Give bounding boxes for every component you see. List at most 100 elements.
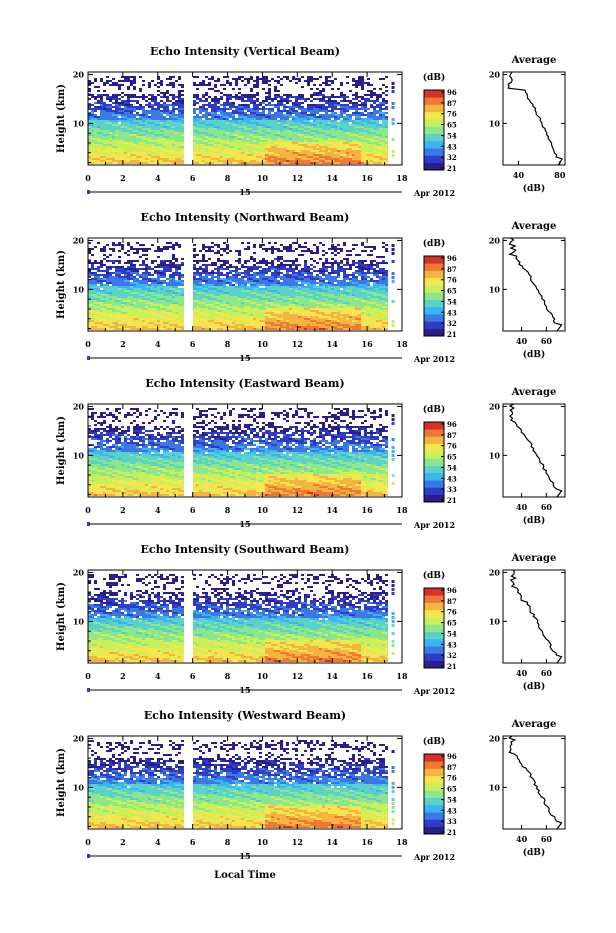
heatmap-cell [253,128,256,130]
heatmap-cell [355,128,358,130]
heatmap-cell [349,118,352,120]
heatmap-cell [193,320,196,322]
heatmap-cell [238,152,241,154]
heatmap-cell [271,156,274,158]
heatmap-cell [205,146,208,148]
heatmap-cell [370,136,373,138]
heatmap-cell [319,138,322,140]
heatmap-cell [121,302,124,304]
heatmap-cell [154,292,157,294]
heatmap-cell [301,120,304,122]
heatmap-cell [112,250,115,252]
heatmap-cell [91,264,94,266]
heatmap-cell [385,158,388,160]
heatmap-cell [355,94,358,96]
heatmap-cell [241,136,244,138]
heatmap-cell [133,134,136,136]
heatmap-cell [148,104,151,106]
heatmap-cell [346,106,349,108]
heatmap-cell [121,132,124,134]
heatmap-cell [202,128,205,130]
heatmap-cell [151,130,154,132]
heatmap-cell [319,146,322,148]
heatmap-cell [193,300,196,302]
heatmap-cell [379,136,382,138]
heatmap-cell [223,128,226,130]
x-tick-label: 0 [85,173,91,183]
heatmap-cell [127,262,130,264]
heatmap-cell [124,126,127,128]
heatmap-cell [130,146,133,148]
heatmap-cell [226,252,229,254]
heatmap-cell [274,160,277,162]
heatmap-cell [367,156,370,158]
heatmap-cell [109,266,112,268]
heatmap-cell [193,290,196,292]
heatmap-cell [220,110,223,112]
heatmap-cell [205,154,208,156]
heatmap-cell [355,124,358,126]
heatmap-cell [163,248,166,250]
heatmap-cell [229,132,232,134]
heatmap-cell [157,288,160,290]
heatmap-cell [136,322,139,324]
heatmap-cell [244,124,247,126]
colorbar-tick-label: 76 [447,110,457,119]
heatmap-cell [244,118,247,120]
heatmap-cell [130,316,133,318]
heatmap-cell [196,326,199,328]
heatmap-cell [316,162,319,164]
heatmap-cell [226,104,229,106]
heatmap-cell [112,116,115,118]
heatmap-cell [151,310,154,312]
heatmap-cell [304,112,307,114]
heatmap-cell [340,134,343,136]
heatmap-cell [211,148,214,150]
heatmap-cell [214,86,217,88]
heatmap-cell [172,328,175,330]
heatmap-cell [172,258,175,260]
heatmap-cell [103,304,106,306]
heatmap-cell [127,270,130,272]
heatmap-cell [181,274,184,276]
heatmap-cell [232,148,235,150]
heatmap-cell [262,156,265,158]
heatmap-cell [370,142,373,144]
heatmap-cell [199,132,202,134]
heatmap-cell [217,314,220,316]
heatmap-cell [235,162,238,164]
heatmap-cell [271,108,274,110]
heatmap-cell [166,312,169,314]
heatmap-cell [145,316,148,318]
heatmap-cell [274,148,277,150]
heatmap-cell [241,96,244,98]
heatmap-cell [181,288,184,290]
heatmap-cell [274,144,277,146]
heatmap-cell [136,278,139,280]
heatmap-cell [361,134,364,136]
heatmap-cell [100,158,103,160]
heatmap-cell [196,162,199,164]
heatmap-cell [169,294,172,296]
heatmap-cell [265,118,268,120]
heatmap-cell [319,100,322,102]
heatmap-cell [367,140,370,142]
heatmap-cell [100,296,103,298]
heatmap-cell [109,118,112,120]
heatmap-cell [94,146,97,148]
heatmap-cell [127,266,130,268]
heatmap-cell [145,276,148,278]
heatmap-cell [97,262,100,264]
heatmap-cell [220,298,223,300]
heatmap-cell [121,294,124,296]
heatmap [88,76,395,164]
heatmap-cell [136,252,139,254]
heatmap-cell [172,286,175,288]
heatmap-cell [172,158,175,160]
heatmap-cell [115,304,118,306]
heatmap-cell [325,122,328,124]
heatmap-cell [340,92,343,94]
heatmap-cell [379,146,382,148]
heatmap-cell [124,120,127,122]
heatmap-cell [250,78,253,80]
